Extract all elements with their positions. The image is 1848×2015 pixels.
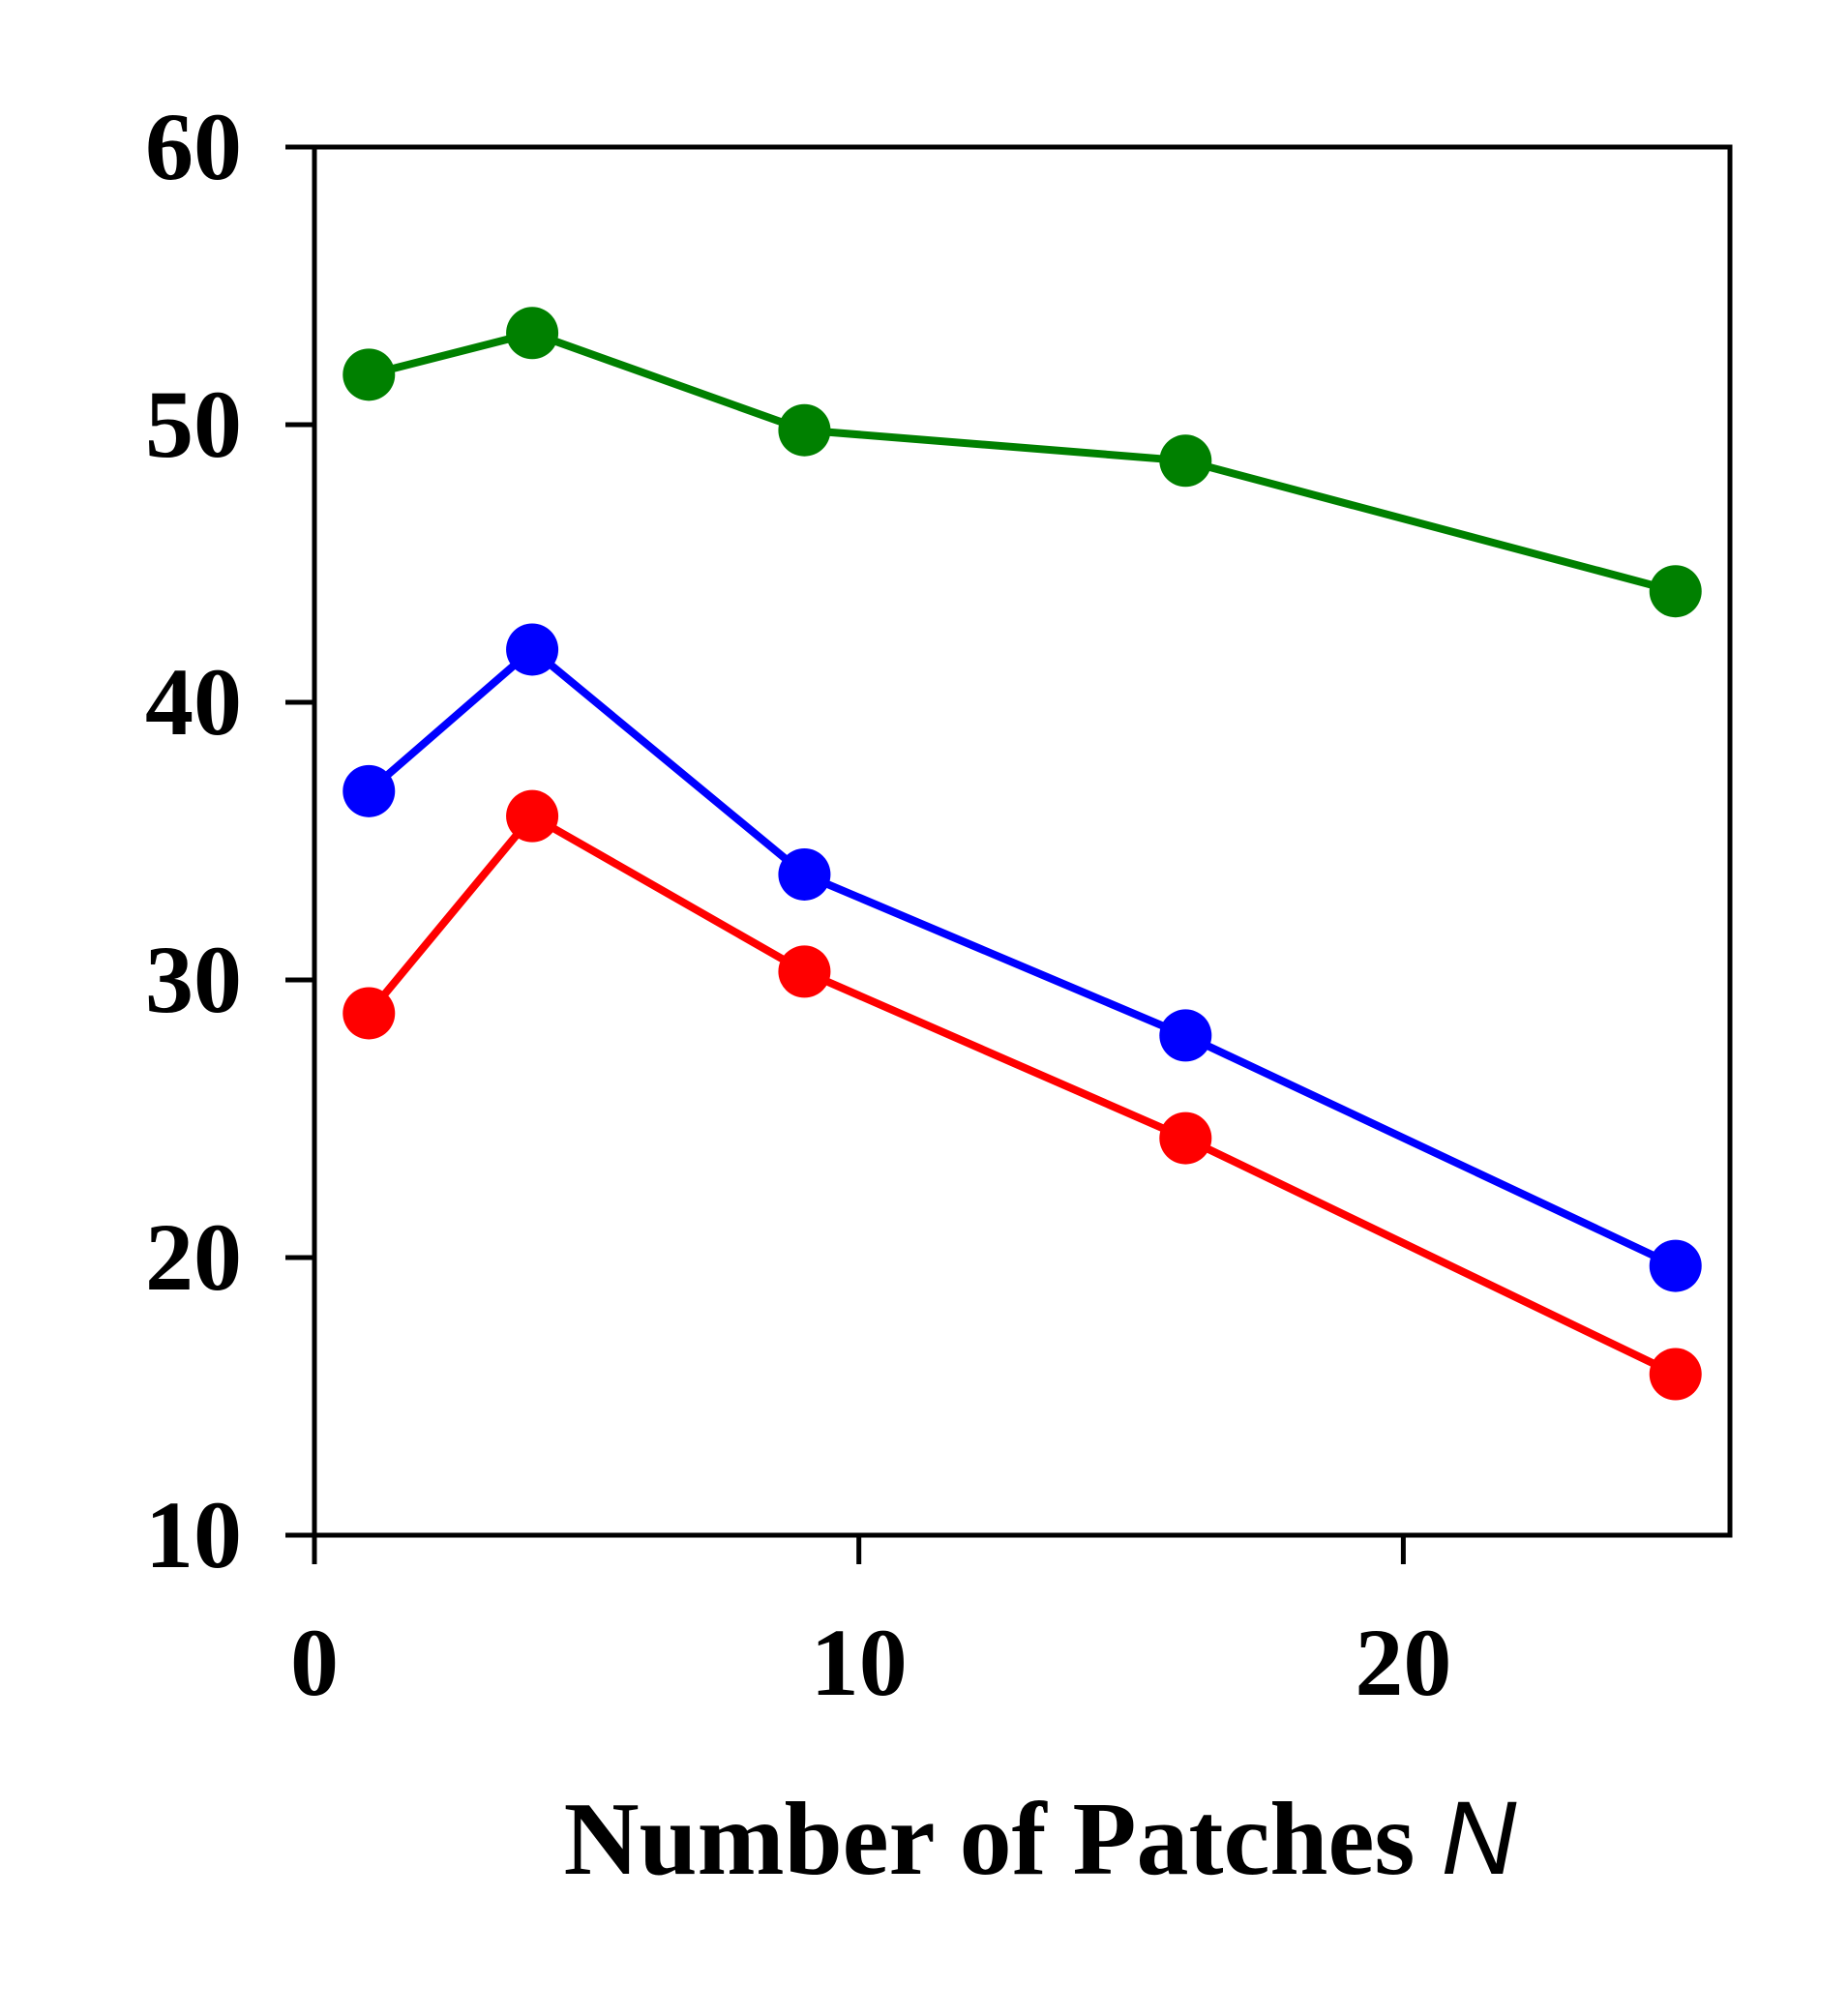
x-tick-label: 10: [811, 1609, 908, 1716]
y-axis: 10 20 30 40 50 60: [145, 93, 314, 1588]
series-line-3: [366, 812, 1678, 1378]
y-tick-label: 40: [145, 648, 242, 756]
data-point: [1649, 1239, 1702, 1292]
data-point: [1649, 565, 1702, 618]
y-tick-label: 10: [145, 1481, 242, 1588]
y-tick-label: 60: [145, 93, 242, 200]
series-layer: [343, 307, 1702, 1401]
y-tick-label: 50: [145, 370, 242, 478]
data-point: [343, 987, 396, 1040]
data-point: [778, 403, 831, 457]
data-point: [343, 348, 396, 401]
x-tick-label: 0: [290, 1609, 339, 1716]
series-line-1: [368, 329, 1677, 596]
x-axis-title: Number of Patches N: [564, 1779, 1518, 1897]
data-point: [1649, 1348, 1702, 1401]
x-axis: 0 10 20: [290, 1535, 1451, 1716]
data-point: [506, 623, 559, 676]
data-point: [506, 307, 559, 360]
x-tick-label: 20: [1355, 1609, 1451, 1716]
data-point: [778, 945, 831, 998]
series-line-2: [366, 645, 1678, 1270]
data-point: [778, 847, 831, 901]
y-tick-label: 30: [145, 926, 242, 1033]
data-point: [1159, 1111, 1212, 1165]
data-point: [506, 789, 559, 843]
y-tick-label: 20: [145, 1203, 242, 1311]
plot-frame: [312, 144, 1733, 1538]
data-point: [1159, 434, 1212, 488]
data-point: [1159, 1009, 1212, 1062]
data-point: [343, 764, 396, 817]
